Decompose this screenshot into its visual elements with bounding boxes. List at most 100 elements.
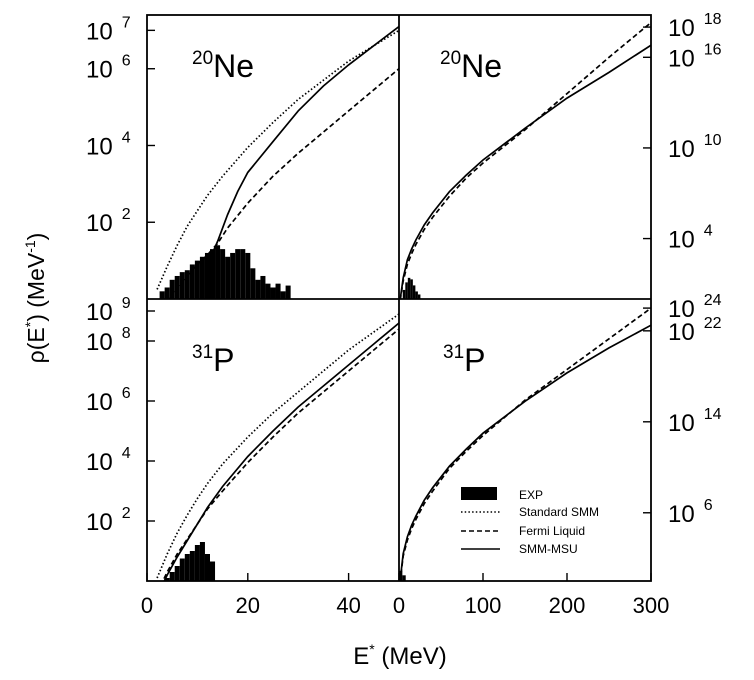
- y-tick-base: 10: [86, 389, 113, 416]
- y-tick-base: 10: [86, 210, 113, 237]
- y-tick-base: 10: [86, 133, 113, 160]
- x-title-star: *: [369, 641, 375, 657]
- mass-number: 20: [192, 48, 213, 69]
- y-tick-base: 10: [86, 57, 113, 84]
- exp-bin: [410, 279, 413, 299]
- exp-bin: [164, 578, 170, 581]
- y-tick-label: 10 22: [668, 315, 722, 346]
- y-tick-exponent: 2: [122, 505, 131, 522]
- exp-bin: [412, 285, 416, 299]
- series-fermi-liquid: [399, 307, 651, 581]
- y-tick-base: 10: [668, 15, 695, 42]
- exp-bin: [265, 283, 271, 299]
- exp-bin: [405, 282, 408, 299]
- exp-bin: [199, 256, 205, 299]
- y-tick-exponent: 4: [122, 129, 131, 146]
- exp-bin: [230, 252, 236, 299]
- exp-histogram: [402, 277, 421, 299]
- y-tick-base: 10: [668, 410, 695, 437]
- y-tick-label: 10 4: [668, 223, 713, 254]
- exp-bin: [255, 279, 261, 299]
- y-tick-label: 10 4: [86, 129, 131, 160]
- y-tick-exponent: 4: [122, 445, 131, 462]
- series-standard-smm: [156, 29, 399, 290]
- exp-bin: [189, 264, 195, 299]
- exp-bin: [210, 561, 216, 581]
- x-tick-label: 40: [336, 593, 360, 618]
- y-tick-label: 10 7: [86, 14, 131, 45]
- exp-bin: [184, 270, 190, 299]
- y-ticks-left: 10 2 10 4 10 6 10 7: [86, 14, 155, 237]
- exp-bin: [184, 554, 190, 581]
- curves: [399, 307, 651, 581]
- legend-label-exp: EXP: [519, 488, 543, 502]
- y-tick-exponent: 4: [704, 223, 713, 240]
- curves: [156, 25, 399, 299]
- y-tick-label: 10 10: [668, 132, 722, 163]
- y-tick-base: 10: [86, 449, 113, 476]
- exp-bin: [417, 294, 421, 299]
- series-smm-msu: [399, 44, 651, 299]
- y-title-star: *: [22, 321, 38, 327]
- element-symbol: P: [464, 342, 485, 378]
- exp-bin: [285, 285, 291, 299]
- y-tick-label: 10 4: [86, 445, 131, 476]
- x-tick-label: 0: [141, 593, 153, 618]
- y-tick-label: 10 2: [86, 505, 131, 536]
- exp-bin: [179, 558, 185, 581]
- curves: [156, 313, 399, 581]
- y-tick-exponent: 22: [704, 315, 722, 332]
- y-title-exp: -1: [22, 240, 38, 253]
- y-tick-base: 10: [86, 509, 113, 536]
- x-tick-label: 20: [236, 593, 260, 618]
- x-ticks: 0 100 200 300: [393, 573, 669, 618]
- exp-bin: [402, 289, 406, 299]
- exp-bin: [270, 287, 276, 299]
- y-tick-exponent: 6: [122, 53, 131, 70]
- y-tick-exponent: 24: [704, 292, 722, 309]
- series-smm-msu: [399, 324, 651, 581]
- panel-label-31p: 31P: [192, 342, 234, 378]
- x-tick-label: 300: [633, 593, 670, 618]
- y-tick-label: 10 2: [86, 206, 131, 237]
- curves: [399, 21, 651, 299]
- x-tick-label: 200: [549, 593, 586, 618]
- exp-bin: [189, 551, 195, 581]
- y-tick-exponent: 7: [122, 14, 131, 31]
- panel-label-20ne: 20Ne: [440, 48, 502, 84]
- exp-bin: [415, 291, 418, 299]
- y-tick-label: 10 6: [86, 385, 131, 416]
- exp-bin: [407, 277, 411, 299]
- y-tick-label: 10 6: [668, 497, 713, 528]
- exp-bin: [235, 249, 241, 299]
- exp-bin: [402, 575, 406, 581]
- x-tick-label: 0: [393, 593, 405, 618]
- exp-bin: [164, 287, 170, 299]
- x-title-main: E: [353, 643, 369, 670]
- y-tick-base: 10: [668, 227, 695, 254]
- mass-number: 31: [443, 342, 464, 363]
- element-symbol: Ne: [461, 48, 502, 84]
- y-tick-label: 10 8: [86, 325, 131, 356]
- exp-bin: [215, 245, 221, 299]
- y-tick-exponent: 2: [122, 206, 131, 223]
- y-tick-label: 10 9: [86, 295, 131, 326]
- exp-bin: [210, 249, 216, 299]
- exp-bin: [240, 249, 246, 299]
- exp-bin: [220, 249, 226, 299]
- y-tick-exponent: 6: [122, 385, 131, 402]
- exp-bin: [169, 279, 175, 299]
- exp-bin: [275, 283, 281, 299]
- y-tick-label: 10 16: [668, 41, 722, 72]
- mass-number: 20: [440, 48, 461, 69]
- y-ticks-right: 10 6 10 14 10 22 10 24: [643, 292, 722, 528]
- exp-bin: [199, 542, 205, 581]
- y-tick-label: 10 24: [668, 292, 722, 323]
- y-tick-exponent: 14: [704, 406, 722, 423]
- exp-bin: [194, 545, 200, 581]
- y-title-main: ρ(E: [23, 327, 49, 363]
- exp-bin: [194, 260, 200, 299]
- legend-swatch-exp: [461, 487, 497, 500]
- y-tick-base: 10: [86, 329, 113, 356]
